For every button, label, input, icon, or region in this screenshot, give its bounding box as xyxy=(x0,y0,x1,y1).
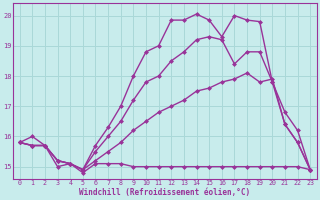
X-axis label: Windchill (Refroidissement éolien,°C): Windchill (Refroidissement éolien,°C) xyxy=(79,188,251,197)
